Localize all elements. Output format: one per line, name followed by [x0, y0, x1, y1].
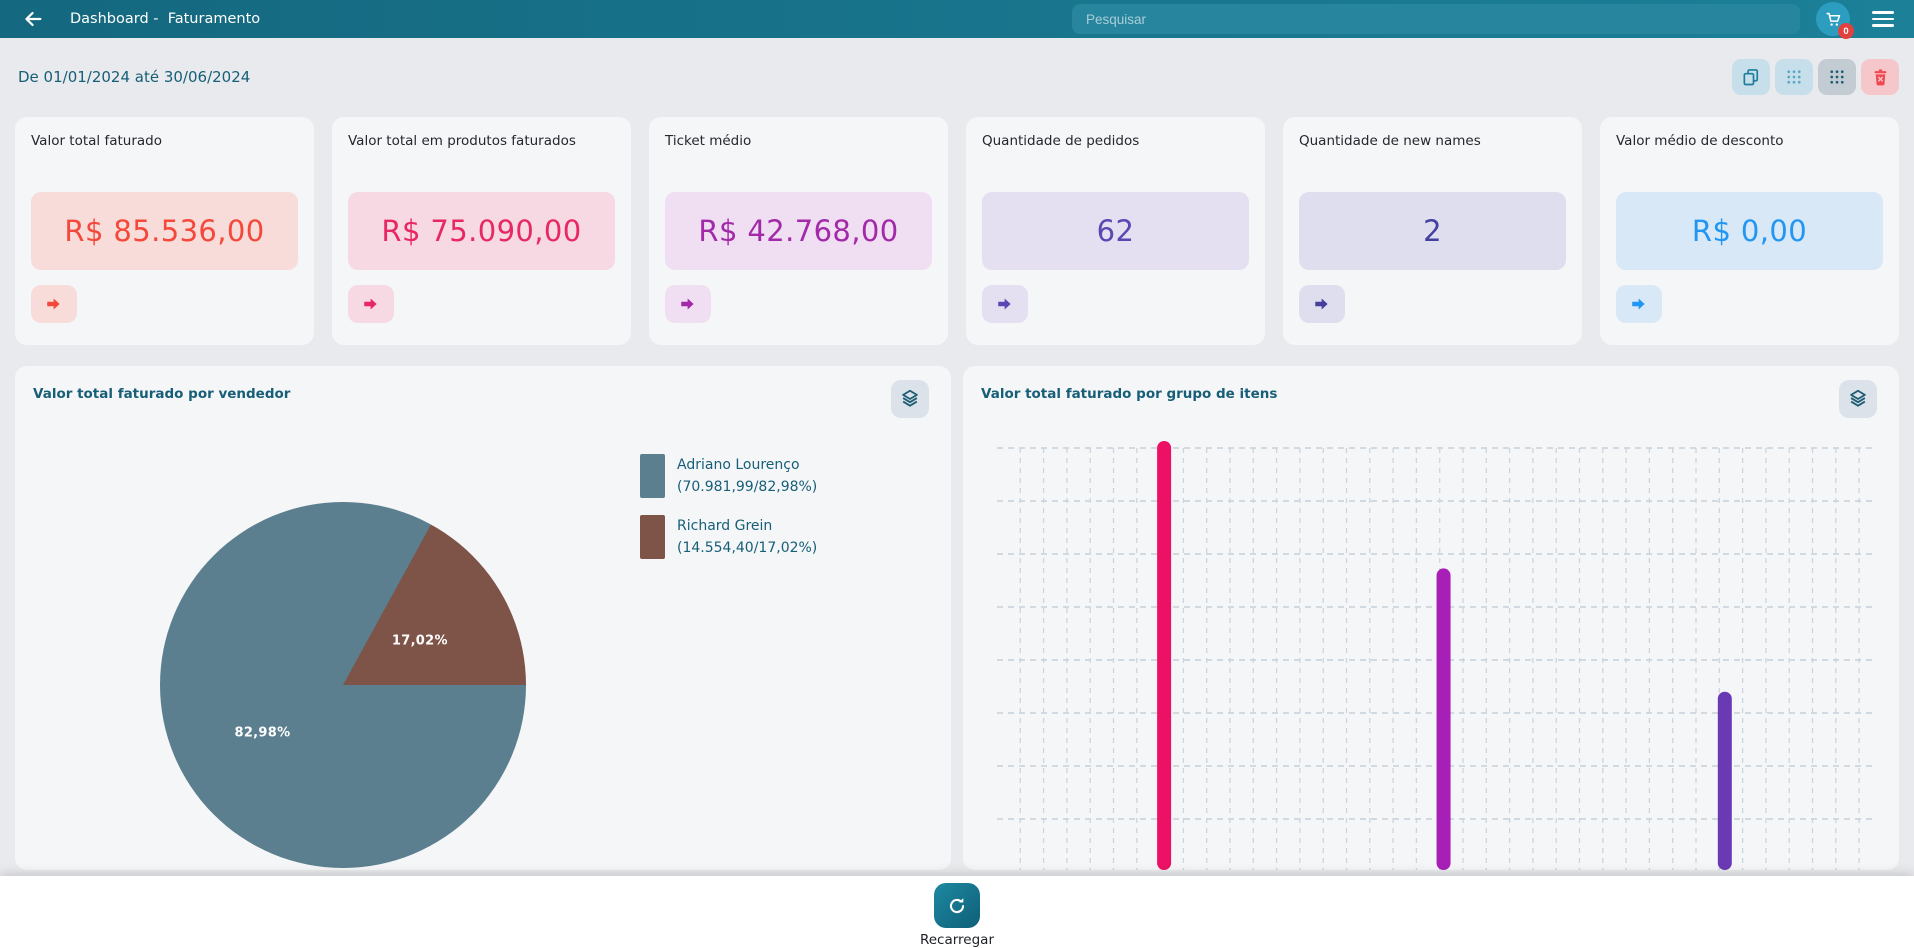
date-range-label: De 01/01/2024 até 30/06/2024 [18, 68, 251, 86]
kpi-card: Valor total faturado R$ 85.536,00 [15, 117, 314, 345]
bar-layers-button[interactable] [1839, 380, 1877, 418]
topbar: Dashboard - Faturamento 0 [0, 0, 1914, 39]
charts-row: Valor total faturado por vendedor 82,98%… [15, 366, 1899, 870]
kpi-title: Ticket médio [665, 133, 752, 149]
grid-lines [997, 447, 1873, 870]
bar-panel-title: Valor total faturado por grupo de itens [981, 386, 1278, 402]
kpi-value: R$ 0,00 [1691, 214, 1808, 248]
pie-legend: Adriano Lourenço (70.981,99/82,98%) Richar… [640, 454, 817, 560]
legend-detail: (70.981,99/82,98%) [677, 479, 818, 496]
grid-view-dense-button[interactable] [1818, 59, 1856, 95]
footer: Recarregar [0, 876, 1914, 948]
kpi-title: Valor médio de desconto [1616, 133, 1784, 149]
kpi-value-box: R$ 85.536,00 [31, 192, 298, 270]
copy-icon [1743, 69, 1759, 86]
toolbar-actions [1732, 59, 1899, 95]
kpi-value-box: R$ 0,00 [1616, 192, 1883, 270]
kpi-arrow-button[interactable] [348, 285, 394, 323]
arrow-right-icon [998, 298, 1011, 310]
legend-item: Adriano Lourenço (70.981,99/82,98%) [640, 454, 817, 499]
legend-text: Richard Grein (14.554,40/17,02%) [677, 515, 817, 560]
delete-button[interactable] [1861, 59, 1899, 95]
arrow-right-icon [1632, 298, 1645, 310]
kpi-arrow-button[interactable] [665, 285, 711, 323]
kpi-card: Valor total em produtos faturados R$ 75.0… [332, 117, 631, 345]
kpi-arrow-button[interactable] [1299, 285, 1345, 323]
pie-layers-button[interactable] [891, 380, 929, 418]
kpi-value-box: R$ 75.090,00 [348, 192, 615, 270]
pie-slice-label: 82,98% [234, 725, 291, 741]
refresh-icon [949, 897, 965, 913]
page-title: Dashboard - Faturamento [70, 11, 261, 27]
bar[interactable] [1717, 691, 1732, 870]
duplicate-button[interactable] [1732, 59, 1770, 95]
legend-swatch [640, 454, 665, 498]
legend-item: Richard Grein (14.554,40/17,02%) [640, 514, 817, 560]
kpi-card: Valor médio de desconto R$ 0,00 [1600, 117, 1899, 345]
trash-icon [1874, 68, 1886, 85]
back-button[interactable] [18, 4, 48, 34]
kpi-value: 2 [1423, 214, 1442, 248]
kpi-value-box: 62 [982, 192, 1249, 270]
pie-panel: Valor total faturado por vendedor 82,98%… [15, 366, 951, 870]
kpi-card: Quantidade de pedidos 62 [966, 117, 1265, 345]
pie-slice-label: 17,02% [391, 633, 448, 649]
kpi-value: 62 [1096, 214, 1135, 248]
toolbar-row: De 01/01/2024 até 30/06/2024 [15, 58, 1899, 96]
main-content: De 01/01/2024 até 30/06/2024 [0, 58, 1914, 870]
kpi-value: R$ 85.536,00 [64, 214, 265, 248]
grid-dense-icon [1830, 70, 1844, 84]
cart-button[interactable]: 0 [1816, 2, 1854, 39]
layers-icon [1850, 389, 1866, 407]
cart-badge: 0 [1838, 23, 1854, 39]
bar-panel: Valor total faturado por grupo de itens [963, 366, 1899, 870]
kpi-arrow-button[interactable] [982, 285, 1028, 323]
grid-icon [1787, 70, 1801, 84]
kpi-card: Quantidade de new names 2 [1283, 117, 1582, 345]
arrow-right-icon [681, 298, 694, 310]
cart-icon [1825, 12, 1840, 26]
kpi-value-box: 2 [1299, 192, 1566, 270]
arrow-right-icon [47, 298, 60, 310]
grid-view-button[interactable] [1775, 59, 1813, 95]
legend-swatch [640, 514, 665, 559]
arrow-right-icon [364, 298, 377, 310]
kpi-title: Quantidade de pedidos [982, 133, 1140, 149]
legend-name: Richard Grein [677, 517, 773, 534]
pie-panel-title: Valor total faturado por vendedor [33, 386, 291, 402]
bar[interactable] [1436, 568, 1451, 870]
layers-icon [902, 389, 918, 407]
reload-label: Recarregar [919, 932, 995, 948]
legend-name: Adriano Lourenço [677, 457, 800, 473]
kpi-value-box: R$ 42.768,00 [665, 192, 932, 270]
bar[interactable] [1157, 441, 1172, 870]
kpi-title: Quantidade de new names [1299, 133, 1481, 149]
legend-text: Adriano Lourenço (70.981,99/82,98%) [677, 454, 817, 499]
hamburger-icon [1872, 11, 1894, 14]
menu-button[interactable] [1868, 7, 1898, 31]
kpi-arrow-button[interactable] [1616, 285, 1662, 323]
legend-detail: (14.554,40/17,02%) [677, 540, 818, 557]
arrow-left-icon [25, 11, 42, 27]
kpi-value: R$ 42.768,00 [698, 214, 899, 248]
kpi-value: R$ 75.090,00 [381, 214, 582, 248]
pie-chart: 82,98% 17,02% [160, 502, 526, 868]
kpi-title: Valor total faturado [31, 133, 162, 149]
bar-chart-svg [997, 441, 1873, 870]
arrow-right-icon [1315, 298, 1328, 310]
reload-button[interactable] [934, 883, 980, 928]
kpi-card: Ticket médio R$ 42.768,00 [649, 117, 948, 345]
kpi-row: Valor total faturado R$ 85.536,00 Valor to… [15, 117, 1899, 345]
kpi-title: Valor total em produtos faturados [348, 133, 576, 149]
search-input[interactable] [1072, 4, 1800, 34]
kpi-arrow-button[interactable] [31, 285, 77, 323]
